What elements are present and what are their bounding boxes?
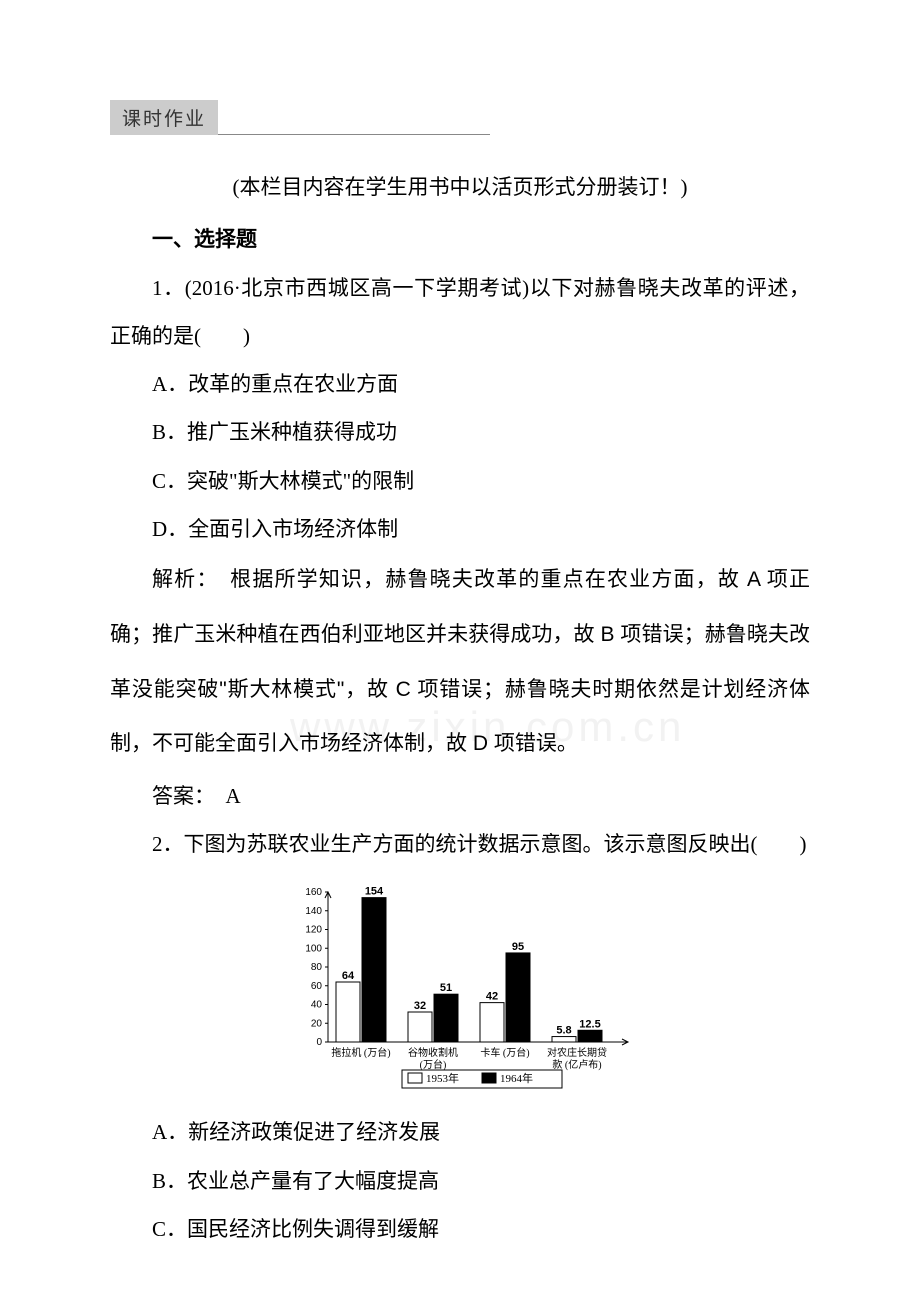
svg-text:42: 42 <box>486 991 498 1003</box>
q1-stem: 1．(2016·北京市西城区高一下学期考试)以下对赫鲁晓夫改革的评述，正确的是(… <box>110 264 810 361</box>
svg-text:64: 64 <box>342 970 355 982</box>
svg-text:(万台): (万台) <box>420 1058 447 1071</box>
svg-text:12.5: 12.5 <box>579 1019 600 1031</box>
q1-option-b: B．推广玉米种植获得成功 <box>110 408 810 456</box>
chart-container: 0 20 40 60 80 100 120 140 160 64 154 拖拉机 (万台) 32 51 谷物… <box>110 880 810 1100</box>
svg-text:40: 40 <box>311 1000 323 1011</box>
svg-text:拖拉机 (万台): 拖拉机 (万台) <box>331 1046 390 1059</box>
bar-chart: 0 20 40 60 80 100 120 140 160 64 154 拖拉机 (万台) 32 51 谷物… <box>280 880 640 1100</box>
svg-text:154: 154 <box>365 886 384 898</box>
svg-text:140: 140 <box>305 906 322 917</box>
q2-option-c: C．国民经济比例失调得到缓解 <box>110 1205 810 1253</box>
svg-text:80: 80 <box>311 962 323 973</box>
svg-text:款 (亿卢布): 款 (亿卢布) <box>552 1058 601 1071</box>
header-label: 课时作业 <box>110 100 218 135</box>
svg-text:120: 120 <box>305 925 322 936</box>
svg-text:1953年: 1953年 <box>426 1071 459 1085</box>
svg-text:60: 60 <box>311 981 323 992</box>
q2-option-a: A．新经济政策促进了经济发展 <box>110 1108 810 1156</box>
q2-option-b: B．农业总产量有了大幅度提高 <box>110 1157 810 1205</box>
svg-text:32: 32 <box>414 1000 426 1012</box>
svg-text:95: 95 <box>512 941 524 953</box>
svg-text:对农庄长期贷: 对农庄长期贷 <box>547 1046 607 1059</box>
q2-stem: 2．下图为苏联农业生产方面的统计数据示意图。该示意图反映出( ) <box>110 820 810 868</box>
svg-text:0: 0 <box>316 1037 322 1048</box>
svg-text:5.8: 5.8 <box>556 1025 571 1037</box>
q1-answer: 答案： A <box>110 772 810 820</box>
q1-option-a: A．改革的重点在农业方面 <box>110 360 810 408</box>
q1-analysis: 解析： 根据所学知识，赫鲁晓夫改革的重点在农业方面，故 A 项正确；推广玉米种植… <box>110 553 810 771</box>
svg-text:谷物收割机: 谷物收割机 <box>408 1046 458 1059</box>
header-block: 课时作业 <box>110 100 810 135</box>
intro-note-text: (本栏目内容在学生用书中以活页形式分册装订！) <box>233 175 688 199</box>
svg-text:卡车 (万台): 卡车 (万台) <box>480 1046 529 1059</box>
svg-text:51: 51 <box>440 983 452 995</box>
svg-text:20: 20 <box>311 1019 323 1030</box>
q1-option-d: D．全面引入市场经济体制 <box>110 505 810 553</box>
q1-option-c: C．突破"斯大林模式"的限制 <box>110 457 810 505</box>
svg-text:100: 100 <box>305 944 322 955</box>
svg-text:1964年: 1964年 <box>500 1071 533 1085</box>
intro-note: (本栏目内容在学生用书中以活页形式分册装订！) <box>110 163 810 211</box>
svg-text:160: 160 <box>305 887 322 898</box>
section-title: 一、选择题 <box>110 215 810 263</box>
